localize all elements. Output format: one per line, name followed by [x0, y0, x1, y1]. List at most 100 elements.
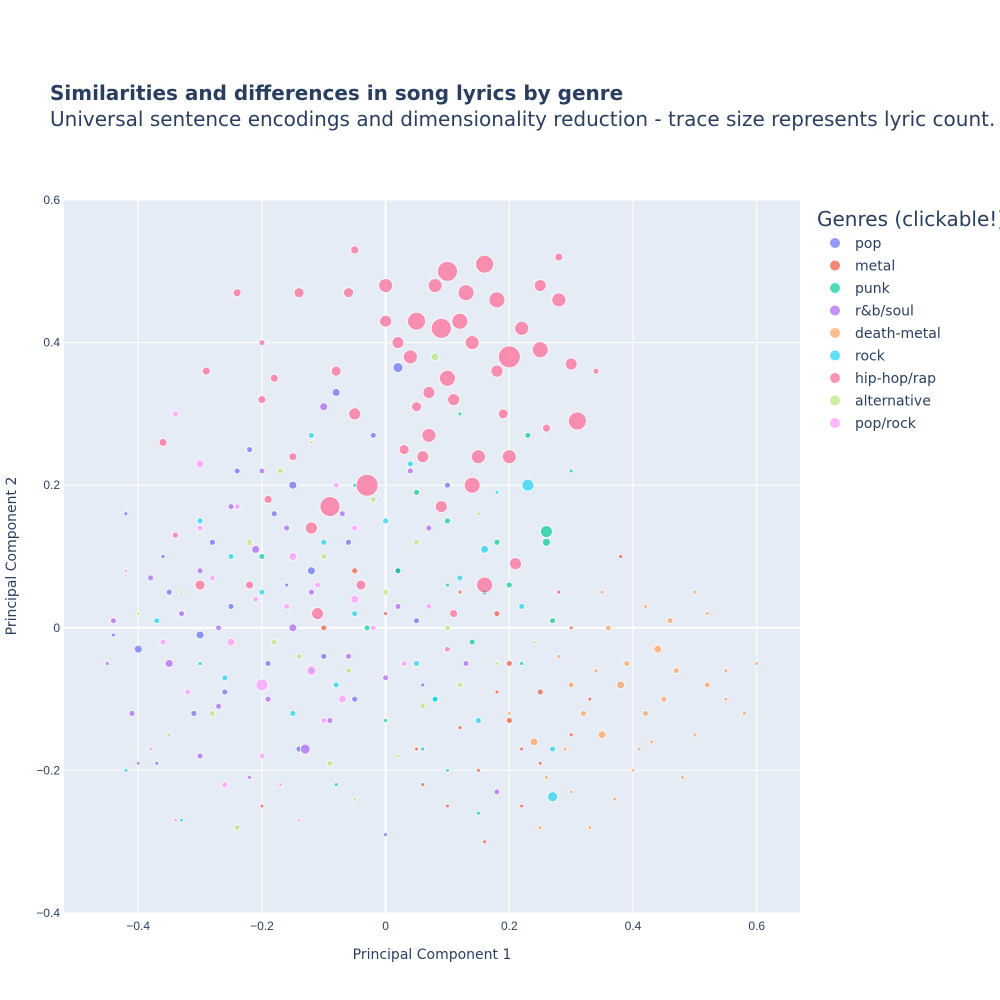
data-point	[258, 588, 266, 596]
data-point	[258, 339, 266, 347]
data-point	[196, 567, 204, 575]
data-point	[420, 682, 426, 688]
data-point	[556, 653, 562, 659]
data-point	[413, 617, 420, 625]
legend-item-death-metal[interactable]: death-metal	[830, 326, 941, 342]
data-point	[351, 695, 359, 703]
data-point	[154, 760, 160, 766]
data-point	[425, 603, 433, 610]
data-point	[179, 817, 184, 823]
data-point	[383, 718, 389, 723]
data-point	[488, 291, 506, 309]
legend-item-label: r&b/soul	[855, 304, 914, 320]
data-point	[421, 427, 437, 443]
data-point	[277, 467, 284, 475]
data-point	[209, 574, 216, 582]
data-point	[320, 553, 328, 560]
data-point	[283, 524, 291, 532]
data-point	[519, 746, 525, 752]
legend-item-punk[interactable]: punk	[830, 281, 891, 297]
data-point	[536, 688, 544, 696]
data-point	[420, 782, 426, 788]
data-point	[493, 610, 501, 617]
legend-marker	[830, 418, 840, 428]
data-point	[434, 500, 448, 513]
data-point	[445, 768, 450, 773]
data-point	[350, 594, 360, 604]
data-point	[411, 401, 422, 413]
legend-item-r-b-soul[interactable]: r&b/soul	[830, 304, 914, 320]
series-pop-rock	[123, 410, 451, 823]
data-point	[172, 817, 178, 823]
data-point	[494, 489, 500, 495]
data-point	[501, 449, 517, 465]
data-point	[457, 411, 463, 417]
data-point	[257, 395, 267, 405]
series-alternative	[135, 352, 537, 831]
data-point	[514, 320, 530, 336]
data-point	[184, 688, 192, 696]
data-point	[531, 341, 549, 359]
x-axis-label: Principal Component 1	[353, 947, 512, 963]
plot-background	[64, 200, 800, 913]
data-point	[741, 710, 747, 716]
data-point	[326, 717, 334, 724]
data-point	[754, 661, 760, 666]
data-point	[227, 603, 235, 610]
data-point	[283, 603, 291, 610]
data-point	[518, 603, 526, 610]
data-point	[258, 553, 266, 560]
data-point	[437, 260, 458, 282]
data-point	[355, 579, 367, 591]
legend-item-alternative[interactable]: alternative	[830, 394, 931, 410]
data-point	[232, 288, 242, 298]
data-point	[392, 362, 404, 373]
chart-subtitle: Universal sentence encodings and dimensi…	[50, 107, 995, 131]
data-point	[247, 775, 252, 780]
legend-item-hip-hop-rap[interactable]: hip-hop/rap	[830, 371, 936, 387]
legend-item-pop[interactable]: pop	[830, 236, 881, 252]
y-tick-label: −0.2	[36, 763, 60, 777]
data-point	[123, 568, 129, 574]
data-point	[568, 789, 574, 795]
data-point	[159, 638, 167, 646]
data-point	[221, 781, 229, 789]
data-point	[369, 496, 377, 503]
data-point	[406, 467, 414, 475]
data-point	[568, 732, 574, 738]
y-tick-label: 0	[53, 621, 60, 635]
data-point	[641, 709, 649, 717]
data-point	[462, 660, 470, 667]
data-point	[270, 510, 278, 518]
data-point	[618, 554, 624, 559]
data-point	[494, 661, 500, 666]
data-point	[233, 503, 241, 510]
data-point	[355, 473, 379, 497]
data-point	[288, 623, 298, 633]
data-point	[153, 617, 161, 625]
data-point	[332, 481, 340, 489]
data-point	[567, 681, 575, 689]
data-point	[221, 674, 229, 682]
legend-item-metal[interactable]: metal	[830, 259, 895, 275]
data-point	[221, 688, 229, 696]
data-point	[194, 579, 206, 591]
data-point	[351, 524, 359, 532]
legend-marker	[830, 305, 840, 316]
data-point	[320, 717, 328, 724]
data-point	[307, 431, 315, 439]
data-point	[531, 639, 537, 645]
data-point	[104, 661, 110, 666]
legend-item-rock[interactable]: rock	[830, 349, 886, 365]
legend-item-pop-rock[interactable]: pop/rock	[830, 416, 917, 432]
data-point	[400, 660, 408, 667]
data-point	[179, 589, 184, 595]
data-point	[456, 681, 464, 689]
data-point	[554, 252, 564, 262]
data-point	[449, 609, 459, 618]
data-point	[255, 678, 269, 692]
data-point	[537, 825, 543, 830]
data-point	[293, 287, 305, 299]
data-point	[414, 746, 419, 752]
data-point	[288, 452, 298, 462]
